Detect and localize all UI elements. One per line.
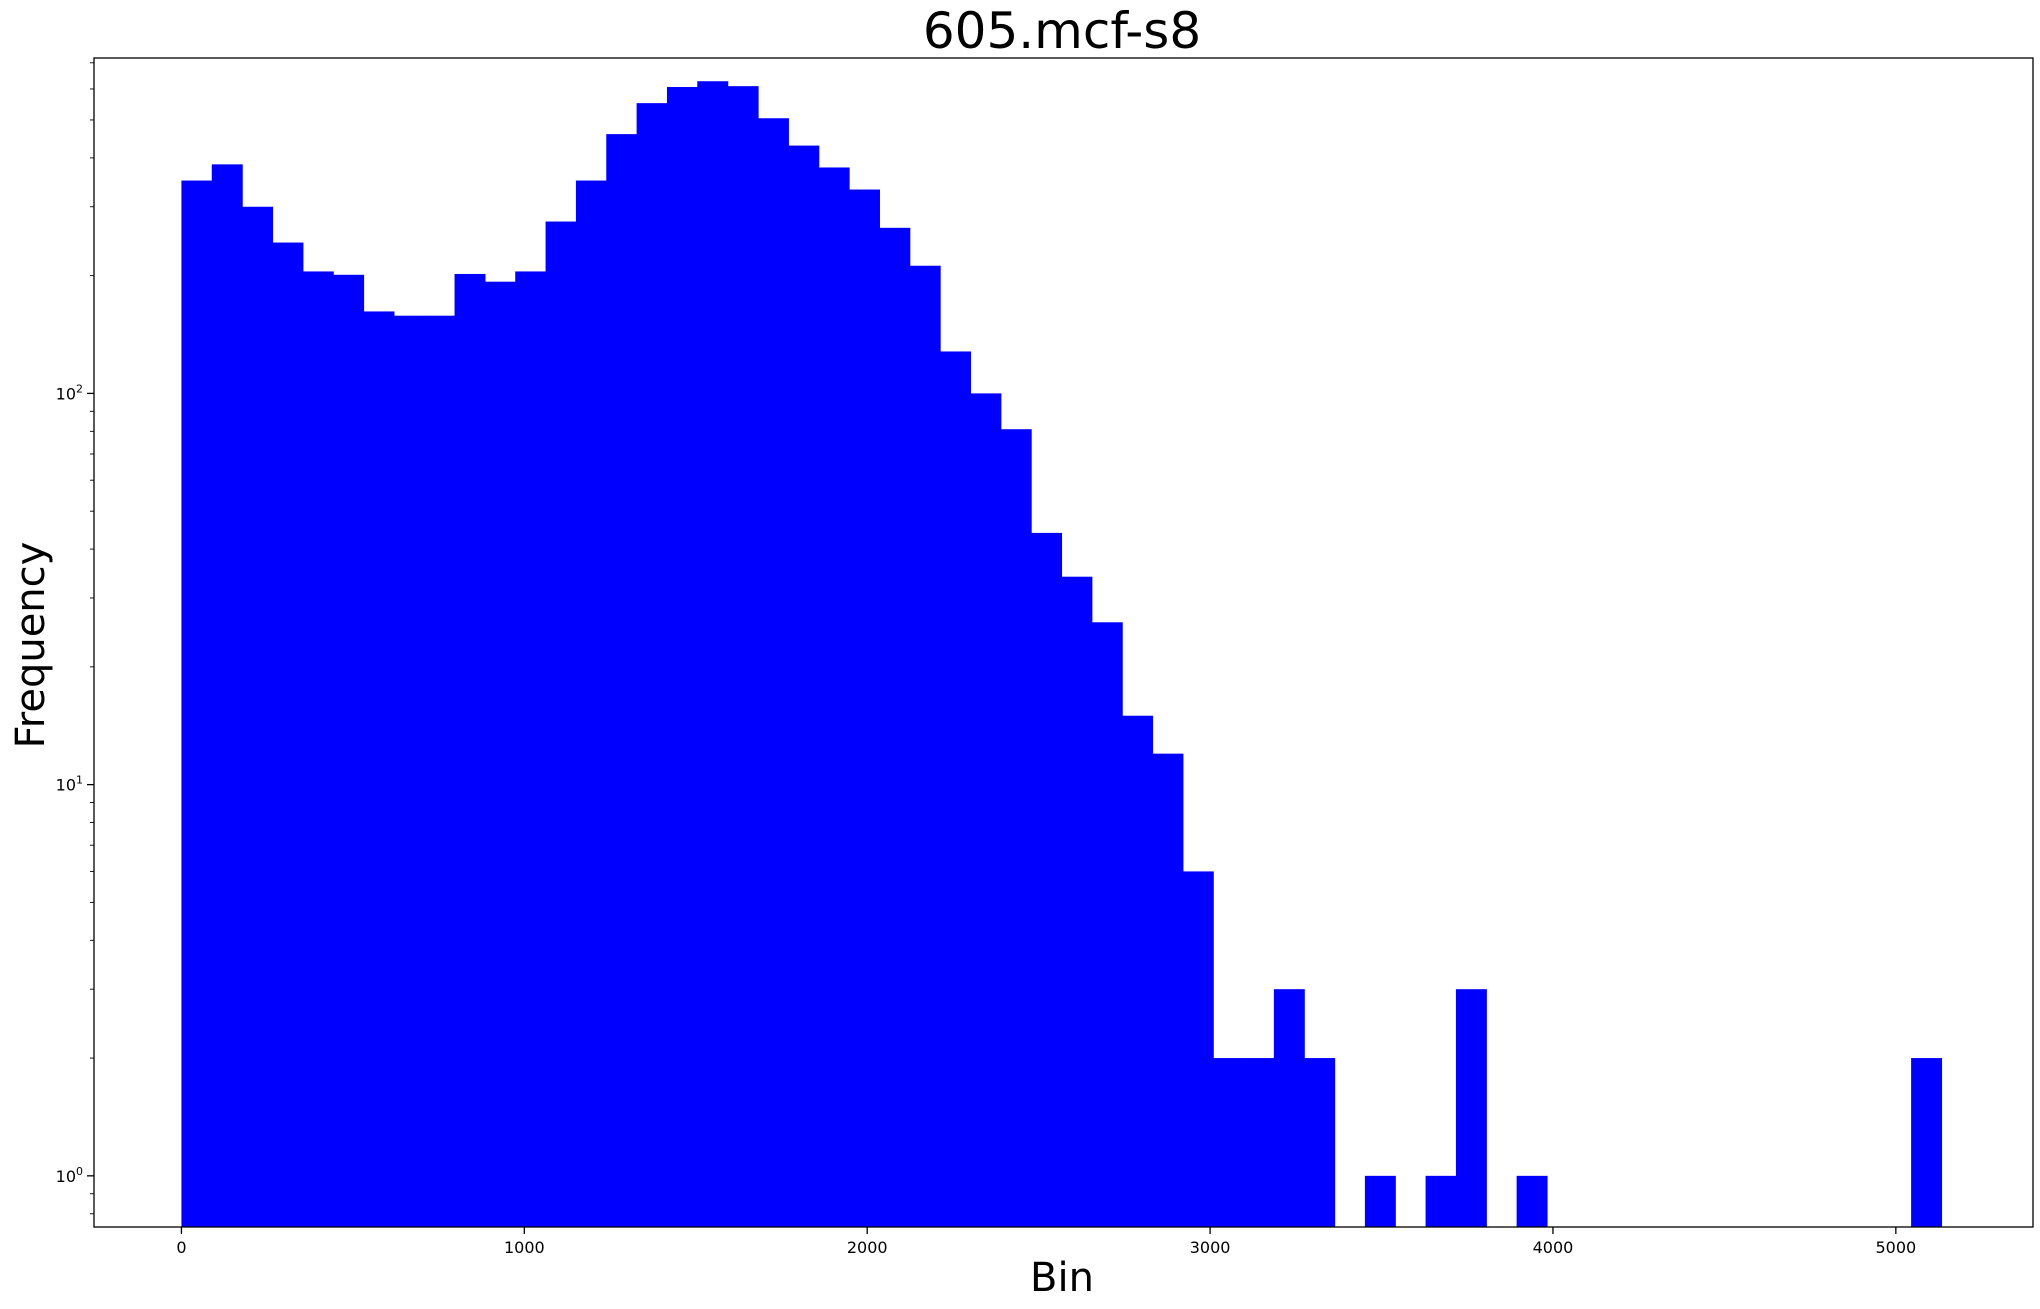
histogram-bar bbox=[424, 315, 456, 1227]
histogram-bar bbox=[393, 315, 425, 1227]
histogram-bar bbox=[940, 351, 972, 1228]
x-tick-label: 2000 bbox=[847, 1238, 888, 1257]
x-axis-label: Bin bbox=[1030, 1255, 1094, 1301]
histogram-bar bbox=[1061, 576, 1093, 1227]
histogram-bar bbox=[636, 103, 668, 1227]
histogram-bar bbox=[302, 271, 334, 1227]
chart-title: 605.mcf-s8 bbox=[923, 2, 1201, 60]
histogram-bar bbox=[242, 206, 274, 1227]
histogram-bar bbox=[727, 86, 759, 1227]
histogram-bar bbox=[515, 271, 547, 1227]
x-tick-label: 3000 bbox=[1190, 1238, 1231, 1257]
histogram-bar bbox=[211, 164, 243, 1228]
y-axis-ticks: 100 101 102 bbox=[56, 62, 94, 1215]
histogram-bar bbox=[849, 189, 880, 1227]
histogram-bars bbox=[181, 81, 1943, 1228]
histogram-bar bbox=[575, 180, 607, 1227]
histogram-bar bbox=[970, 393, 1002, 1227]
x-tick-label: 0 bbox=[176, 1238, 186, 1257]
histogram-bar bbox=[818, 167, 850, 1228]
histogram-bar bbox=[272, 242, 304, 1228]
histogram-bar bbox=[1182, 871, 1214, 1227]
histogram-bar bbox=[666, 87, 698, 1227]
histogram-bar bbox=[1273, 989, 1305, 1227]
histogram-bar bbox=[454, 273, 486, 1227]
y-tick-label: 101 bbox=[56, 774, 83, 795]
histogram-bar bbox=[1243, 1058, 1275, 1227]
histogram-bar bbox=[333, 274, 365, 1227]
y-axis-label: Frequency bbox=[8, 542, 54, 749]
y-tick-label: 102 bbox=[56, 382, 83, 403]
histogram-bar bbox=[1122, 715, 1154, 1227]
x-tick-label: 5000 bbox=[1875, 1238, 1916, 1257]
histogram-bar bbox=[788, 145, 820, 1228]
histogram-bar bbox=[606, 134, 638, 1227]
histogram-bar bbox=[1213, 1058, 1245, 1227]
histogram-bar bbox=[909, 265, 941, 1227]
x-axis-ticks: 0 1000 2000 3000 4000 5000 bbox=[176, 1227, 1916, 1257]
histogram-bar bbox=[1031, 532, 1063, 1227]
histogram-bar bbox=[757, 118, 789, 1227]
y-tick-label: 100 bbox=[56, 1165, 83, 1186]
histogram-bar bbox=[363, 311, 395, 1227]
histogram-bar bbox=[1516, 1175, 1548, 1227]
histogram-bar bbox=[1152, 753, 1184, 1227]
plot-frame bbox=[93, 57, 2034, 1228]
x-tick-label: 1000 bbox=[504, 1238, 545, 1257]
x-tick-label: 4000 bbox=[1533, 1238, 1574, 1257]
histogram-bar bbox=[879, 227, 911, 1227]
histogram-bar bbox=[1091, 622, 1123, 1227]
histogram-bar bbox=[1911, 1058, 1943, 1227]
histogram-bar bbox=[545, 221, 577, 1227]
histogram-bar bbox=[1304, 1058, 1336, 1227]
histogram-bar bbox=[1455, 989, 1487, 1227]
histogram-bar bbox=[181, 180, 213, 1227]
histogram-bar bbox=[484, 281, 516, 1227]
histogram-bar bbox=[1000, 429, 1032, 1228]
histogram-bar bbox=[697, 81, 729, 1228]
histogram-bar bbox=[1364, 1175, 1396, 1227]
histogram-bar bbox=[1425, 1175, 1457, 1227]
